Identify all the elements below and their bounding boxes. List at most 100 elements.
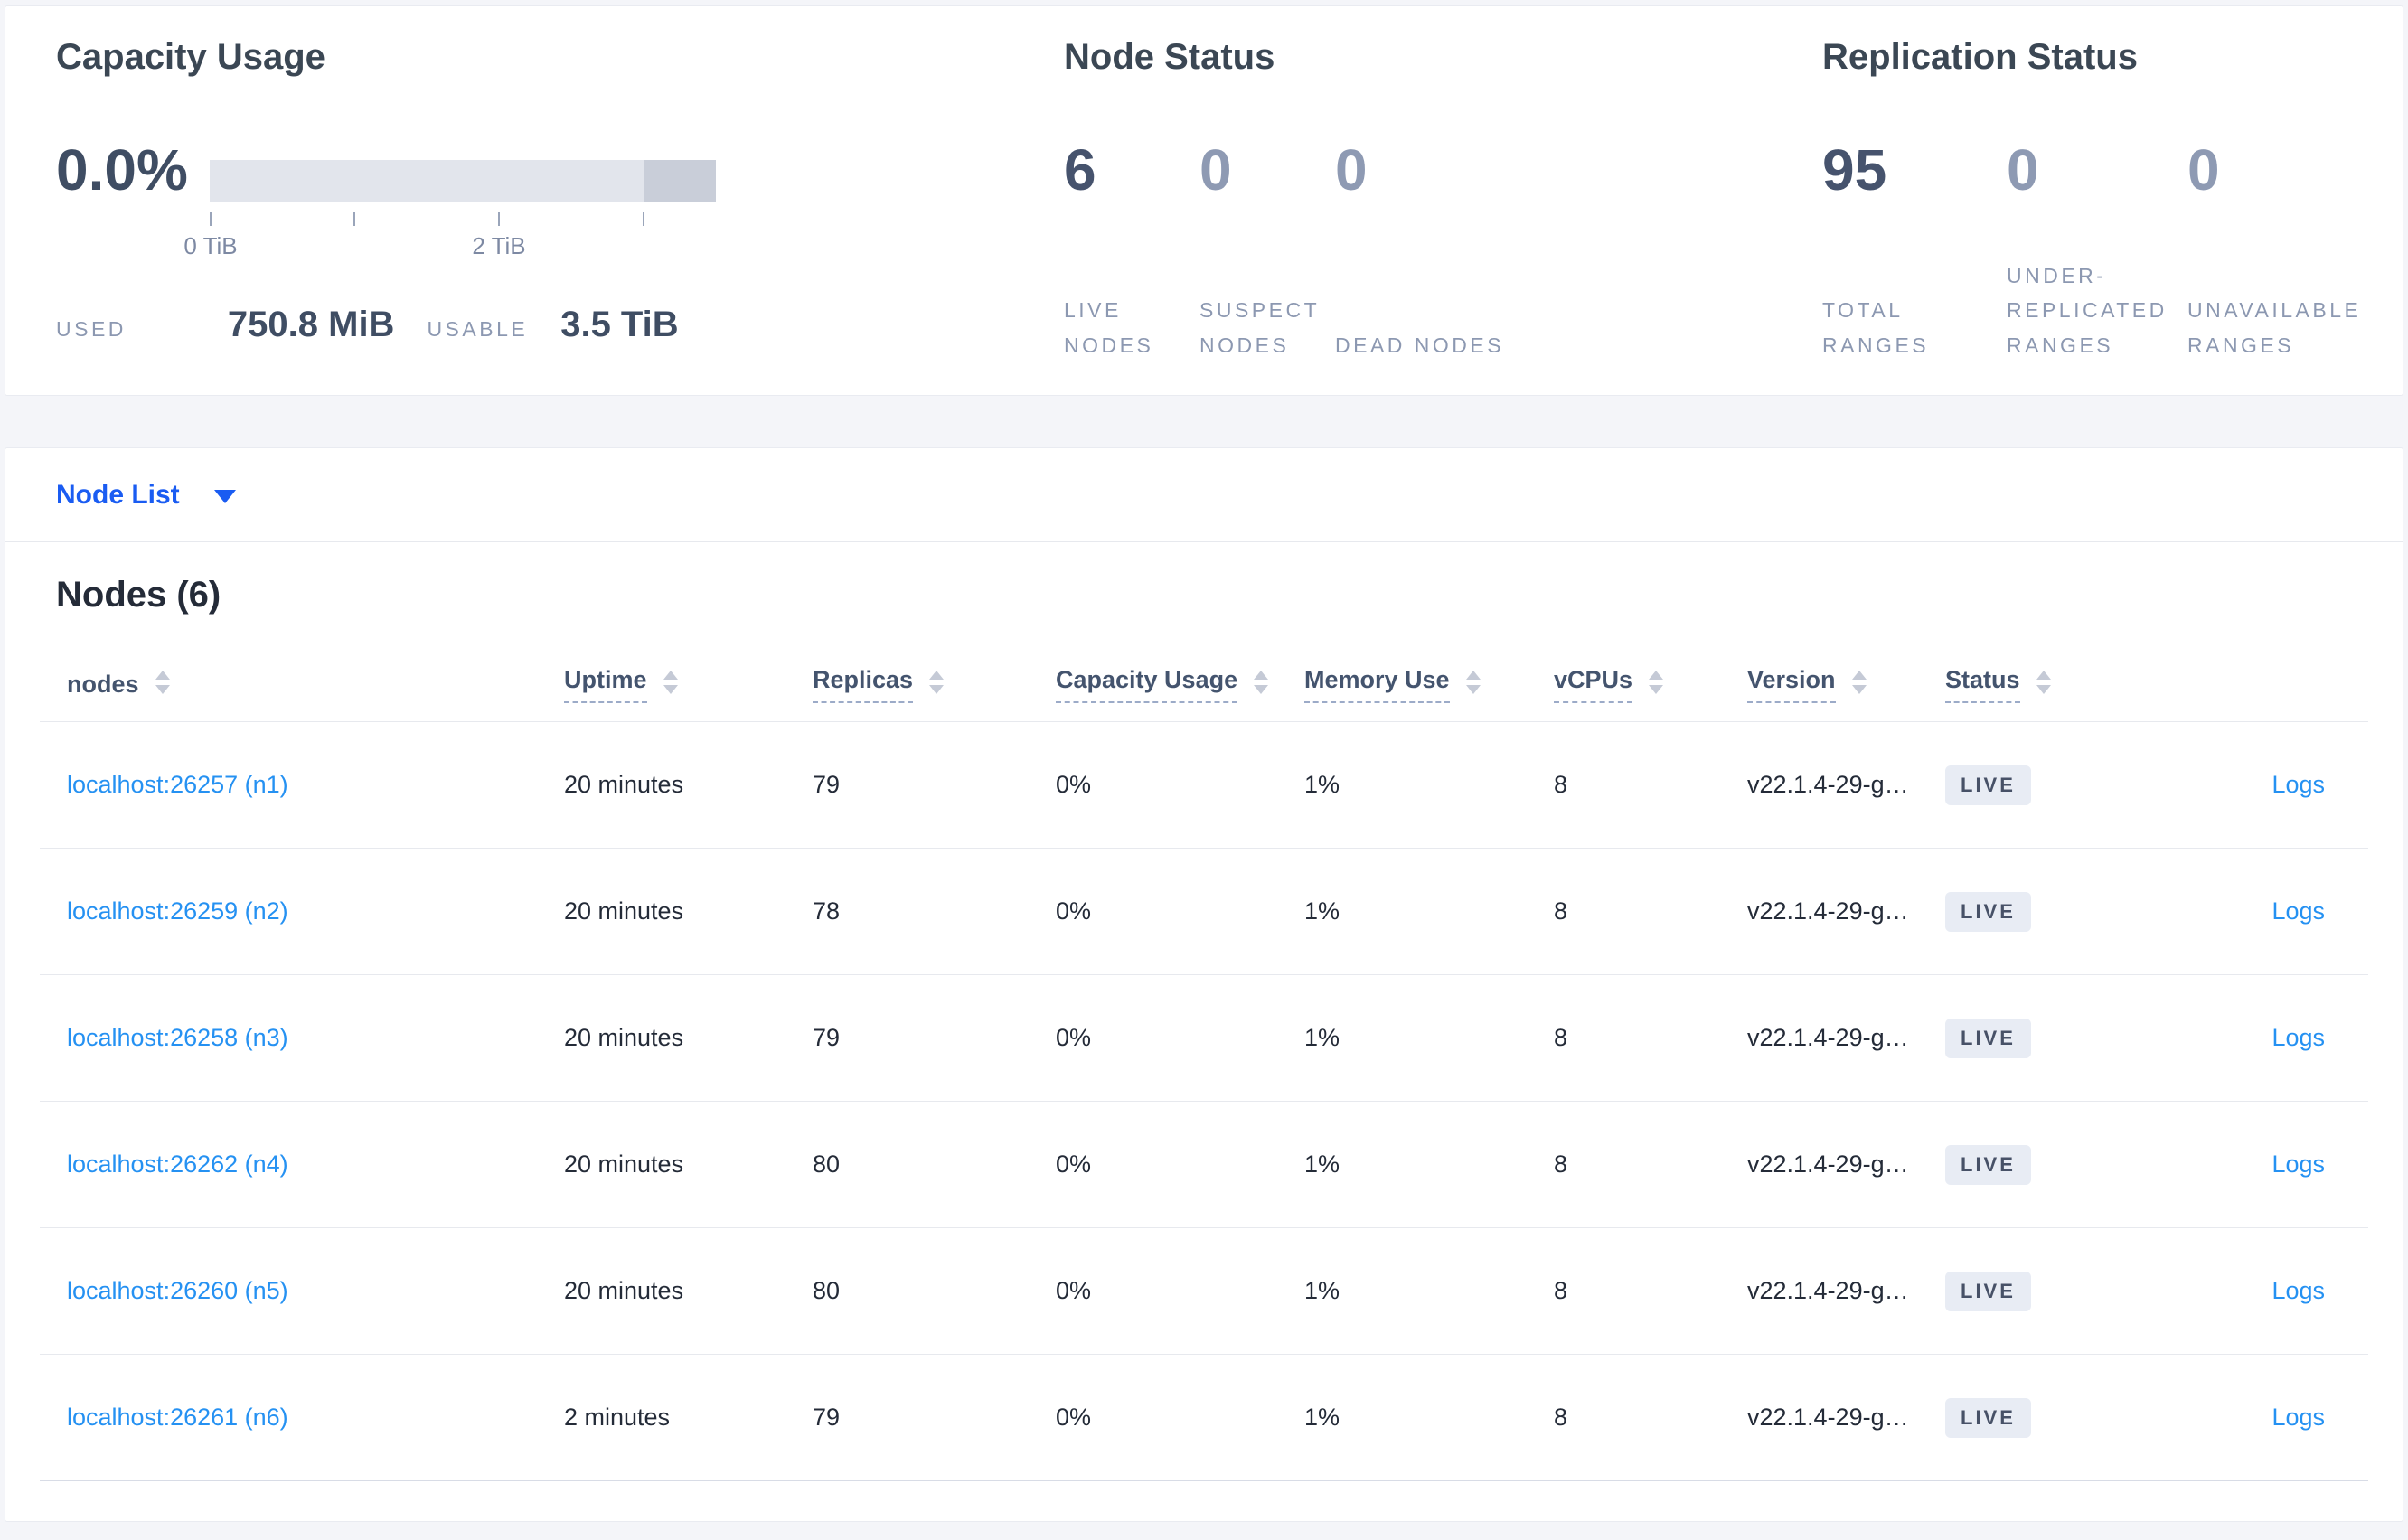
node-status-section: Node Status 6 LIVE NODES 0 SUSPECT NODES… (1064, 6, 1787, 395)
table-row: localhost:26260 (n5) 20 minutes 80 0% 1%… (40, 1228, 2368, 1355)
dead-nodes-value: 0 (1335, 137, 1368, 202)
vcpus-cell: 8 (1554, 1150, 1568, 1178)
uptime-cell: 20 minutes (564, 1024, 684, 1051)
memory-cell: 1% (1304, 1277, 1340, 1304)
replicas-cell: 80 (813, 1150, 841, 1178)
replication-status-section: Replication Status 95 TOTAL RANGES 0 UND… (1822, 6, 2408, 395)
node-link[interactable]: localhost:26257 (n1) (67, 771, 288, 798)
used-value: 750.8 MiB (227, 305, 395, 344)
sort-icon (663, 670, 678, 694)
under-replicated-ranges-value: 0 (2007, 137, 2039, 202)
status-badge: LIVE (1945, 891, 2031, 932)
capacity-cell: 0% (1056, 897, 1092, 925)
node-link[interactable]: localhost:26258 (n3) (67, 1024, 288, 1051)
uptime-cell: 20 minutes (564, 897, 684, 925)
dead-nodes-stat: 0 DEAD NODES (1335, 138, 1507, 362)
logs-link[interactable]: Logs (2272, 1150, 2325, 1178)
axis-label-0tib: 0 TiB (183, 232, 238, 259)
memory-cell: 1% (1304, 897, 1340, 925)
replicas-cell: 80 (813, 1277, 841, 1304)
sort-icon (2036, 670, 2051, 694)
logs-link[interactable]: Logs (2272, 1024, 2325, 1051)
logs-link[interactable]: Logs (2272, 771, 2325, 798)
table-row: localhost:26259 (n2) 20 minutes 78 0% 1%… (40, 849, 2368, 975)
header-version[interactable]: Version (1747, 666, 1945, 703)
version-cell: v22.1.4-29-g… (1747, 1150, 1909, 1178)
logs-link[interactable]: Logs (2272, 1277, 2325, 1304)
capacity-usage-title: Capacity Usage (56, 37, 325, 77)
uptime-cell: 20 minutes (564, 771, 684, 798)
usable-value: 3.5 TiB (560, 305, 679, 344)
header-replicas[interactable]: Replicas (813, 666, 1056, 703)
version-cell: v22.1.4-29-g… (1747, 1024, 1909, 1051)
capacity-cell: 0% (1056, 771, 1092, 798)
replicas-cell: 79 (813, 1404, 841, 1431)
node-list-selector[interactable]: Node List (5, 448, 2403, 542)
status-badge: LIVE (1945, 1144, 2031, 1185)
header-memory-use[interactable]: Memory Use (1304, 666, 1554, 703)
node-link[interactable]: localhost:26261 (n6) (67, 1404, 288, 1431)
capacity-cell: 0% (1056, 1150, 1092, 1178)
live-nodes-value: 6 (1064, 137, 1096, 202)
capacity-bar-overflow-segment (644, 160, 716, 202)
axis-tick-2tib (498, 212, 500, 226)
header-uptime[interactable]: Uptime (564, 666, 813, 703)
status-badge: LIVE (1945, 1397, 2031, 1438)
uptime-cell: 20 minutes (564, 1150, 684, 1178)
axis-tick-0tib (210, 212, 212, 226)
logs-link[interactable]: Logs (2272, 897, 2325, 925)
dead-nodes-label: DEAD NODES (1335, 333, 1505, 357)
unavailable-ranges-value: 0 (2187, 137, 2220, 202)
node-link[interactable]: localhost:26262 (n4) (67, 1150, 288, 1178)
version-cell: v22.1.4-29-g… (1747, 897, 1909, 925)
capacity-usage-values: USED 750.8 MiB USABLE 3.5 TiB (56, 305, 679, 345)
header-nodes[interactable]: nodes (40, 670, 564, 700)
sort-icon (155, 670, 170, 694)
usable-label: USABLE (427, 317, 529, 341)
nodes-table-section: Nodes (6) nodes Uptime Replicas Capacity… (40, 542, 2368, 1481)
header-status[interactable]: Status (1945, 666, 2139, 703)
total-ranges-label: TOTAL RANGES (1822, 298, 1930, 357)
memory-cell: 1% (1304, 1150, 1340, 1178)
logs-link[interactable]: Logs (2272, 1404, 2325, 1431)
header-vcpus[interactable]: vCPUs (1554, 666, 1747, 703)
sort-icon (1254, 670, 1269, 694)
axis-tick-3tib (643, 212, 644, 226)
sort-icon (929, 670, 945, 694)
memory-cell: 1% (1304, 1404, 1340, 1431)
sort-icon (1465, 670, 1481, 694)
vcpus-cell: 8 (1554, 897, 1568, 925)
table-row: localhost:26257 (n1) 20 minutes 79 0% 1%… (40, 722, 2368, 849)
suspect-nodes-label: SUSPECT NODES (1199, 298, 1320, 357)
live-nodes-label: LIVE NODES (1064, 298, 1154, 357)
vcpus-cell: 8 (1554, 1277, 1568, 1304)
capacity-usage-section: Capacity Usage 0.0% 0 TiB 2 TiB USED 750… (56, 6, 1032, 395)
suspect-nodes-value: 0 (1199, 137, 1232, 202)
vcpus-cell: 8 (1554, 1024, 1568, 1051)
used-label: USED (56, 317, 127, 341)
replication-status-title: Replication Status (1822, 37, 2138, 77)
nodes-heading: Nodes (6) (56, 575, 221, 615)
node-link[interactable]: localhost:26259 (n2) (67, 897, 288, 925)
capacity-cell: 0% (1056, 1277, 1092, 1304)
under-replicated-ranges-label: UNDER-REPLICATED RANGES (2007, 263, 2168, 357)
replicas-cell: 78 (813, 897, 841, 925)
replication-stats: 95 TOTAL RANGES 0 UNDER-REPLICATED RANGE… (1822, 138, 2395, 362)
axis-tick-1tib (353, 212, 355, 226)
status-badge: LIVE (1945, 1271, 2031, 1311)
sort-icon (1649, 670, 1664, 694)
capacity-bar-track (210, 160, 716, 202)
node-status-title: Node Status (1064, 37, 1275, 77)
sort-icon (1851, 670, 1867, 694)
vcpus-cell: 8 (1554, 1404, 1568, 1431)
unavailable-ranges-stat: 0 UNAVAILABLE RANGES (2187, 138, 2395, 362)
total-ranges-stat: 95 TOTAL RANGES (1822, 138, 2007, 362)
node-link[interactable]: localhost:26260 (n5) (67, 1277, 288, 1304)
chevron-down-icon (213, 490, 236, 503)
status-badge: LIVE (1945, 765, 2031, 805)
header-capacity-usage[interactable]: Capacity Usage (1056, 666, 1304, 703)
cluster-summary-card: Capacity Usage 0.0% 0 TiB 2 TiB USED 750… (5, 5, 2403, 396)
memory-cell: 1% (1304, 1024, 1340, 1051)
under-replicated-ranges-stat: 0 UNDER-REPLICATED RANGES (2007, 138, 2187, 362)
